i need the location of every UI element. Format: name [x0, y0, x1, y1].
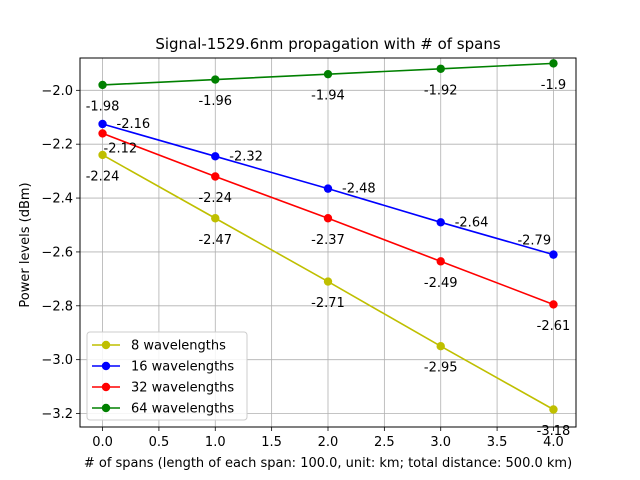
x-tick-label: 2.0: [318, 435, 339, 450]
data-label: -2.71: [311, 296, 345, 311]
data-point: [323, 214, 333, 223]
data-label: -2.79: [517, 234, 551, 249]
x-tick-label: 0.0: [92, 435, 113, 450]
y-tick-label: −2.6: [41, 245, 73, 260]
series-layer: [98, 59, 558, 414]
x-tick-label: 2.5: [374, 435, 395, 450]
y-axis-label: Power levels (dBm): [18, 182, 33, 307]
data-point: [436, 64, 445, 73]
data-point: [549, 59, 558, 68]
data-point: [211, 75, 220, 84]
x-tick-label: 3.5: [487, 435, 508, 450]
data-label: -2.24: [198, 191, 232, 206]
x-axis-label: # of spans (length of each span: 100.0, …: [84, 456, 572, 471]
data-label: -2.95: [424, 361, 458, 376]
x-tick-label: 0.5: [149, 435, 170, 450]
data-point: [323, 184, 333, 193]
legend-swatch-marker: [101, 361, 111, 371]
data-label: -1.98: [86, 99, 120, 114]
legend-box: [86, 331, 248, 421]
data-label: -2.47: [198, 233, 232, 248]
data-label: -2.49: [424, 276, 458, 291]
data-point: [211, 152, 220, 161]
data-point: [98, 80, 107, 90]
grid: [80, 58, 576, 427]
legend-swatch-marker: [101, 382, 111, 392]
data-point: [98, 119, 107, 129]
data-labels: -2.24 -2.47 -2.71 -2.95 -3.18 -2.16 -2.32 -2.48…: [86, 78, 571, 439]
data-label: -1.94: [311, 89, 345, 104]
legend-entry: 8 wavelengths: [131, 339, 226, 354]
y-tick-label: −2.2: [41, 138, 73, 153]
y-tick-label: −2.8: [41, 299, 73, 314]
data-point: [98, 129, 107, 138]
x-tick-label: 1.5: [261, 435, 282, 450]
data-point: [98, 150, 107, 160]
data-point: [436, 218, 445, 227]
y-tick-label: −3.2: [41, 407, 73, 422]
data-point: [323, 69, 333, 79]
y-tick-label: −2.0: [41, 84, 73, 99]
x-tick-label: 3.0: [430, 435, 451, 450]
data-label: -2.37: [311, 233, 345, 248]
legend-swatch-marker: [101, 403, 111, 413]
data-point: [436, 341, 445, 351]
legend-entry: 64 wavelengths: [131, 402, 234, 417]
chart-title: Signal-1529.6nm propagation with # of sp…: [155, 35, 501, 53]
data-label: -1.96: [198, 94, 232, 109]
data-point: [323, 277, 333, 286]
data-label: -2.48: [342, 182, 376, 197]
data-point: [549, 405, 558, 414]
data-label: -1.9: [541, 78, 566, 93]
data-label: -2.16: [117, 117, 151, 132]
x-tick-label: 1.0: [205, 435, 226, 450]
data-point: [211, 214, 220, 223]
data-label: -2.24: [86, 170, 120, 185]
data-label: -3.18: [537, 424, 571, 439]
x-tick-label: 4.0: [543, 435, 564, 450]
data-label: -2.64: [455, 215, 489, 230]
data-point: [549, 300, 558, 309]
data-label: -1.92: [424, 83, 458, 98]
data-point: [211, 172, 220, 181]
data-point: [436, 257, 445, 266]
data-point: [549, 250, 558, 259]
ticks: 0.0 0.5 1.0 1.5 2.0 2.5 3.0 3.5 4.0 −3.2 −3.0 −2.8 −…: [41, 84, 563, 450]
y-tick-label: −3.0: [41, 353, 73, 368]
legend-entry: 32 wavelengths: [131, 381, 234, 396]
y-tick-label: −2.4: [41, 192, 73, 207]
data-label: -2.32: [229, 149, 263, 164]
legend: 8 wavelengths 16 wavelengths 32 wavelength…: [86, 331, 248, 421]
data-label: -2.12: [104, 141, 138, 156]
legend-entry: 16 wavelengths: [131, 360, 234, 375]
legend-swatch-marker: [101, 340, 111, 350]
data-label: -2.61: [537, 319, 571, 334]
